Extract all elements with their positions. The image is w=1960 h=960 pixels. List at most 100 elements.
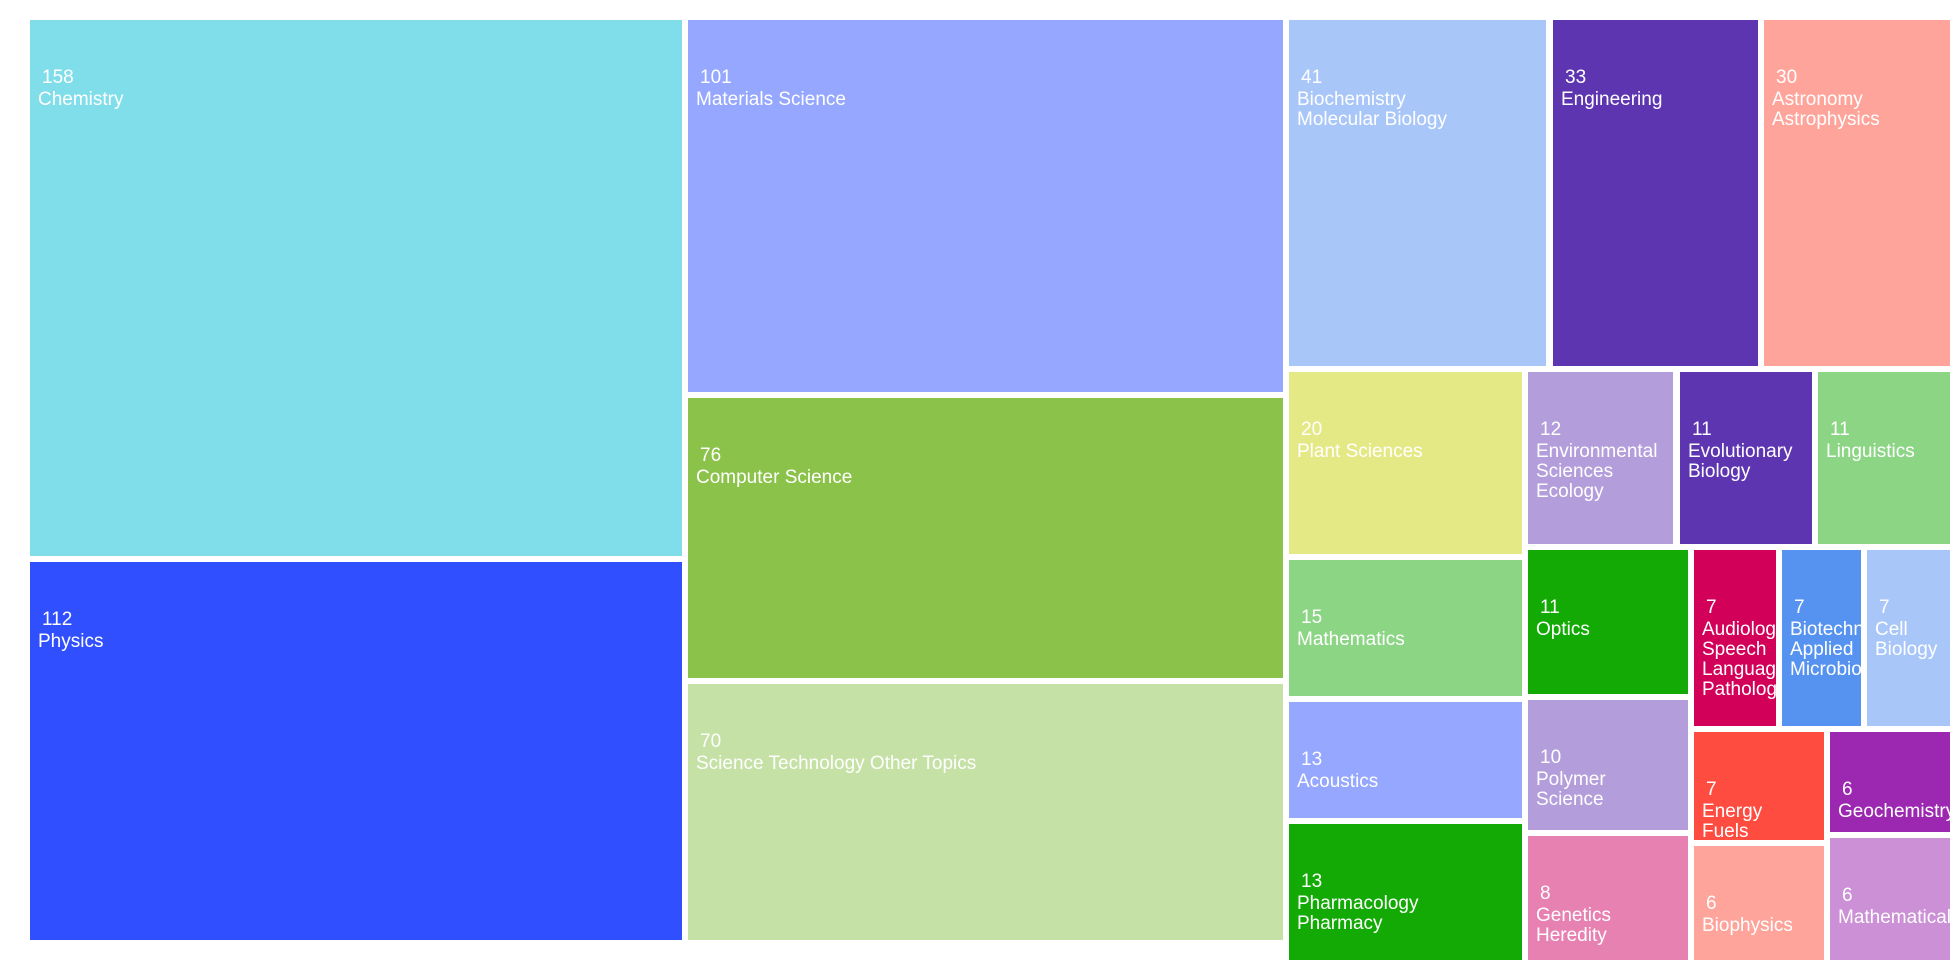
treemap-tile: 6 Biophysics (1694, 846, 1824, 960)
treemap-tile: 7Biotechnology Applied Microbiology (1782, 550, 1861, 726)
tile-value: 76 (700, 445, 722, 466)
treemap-tile: 41 Biochemistry Molecular Biology (1289, 20, 1546, 366)
treemap-tile: 11 Linguistics (1818, 372, 1950, 544)
tile-label: Mathematical (1838, 907, 1950, 928)
tile-value: 101 (700, 67, 732, 88)
tile-text: 30 Astronomy Astrophysics (1772, 68, 1950, 130)
tile-value: 11 (1692, 419, 1712, 440)
tile-value: 6 (1842, 779, 1853, 800)
tile-value: 33 (1565, 67, 1587, 88)
tile-value: 13 (1301, 871, 1323, 892)
tile-label: Biophysics (1702, 915, 1793, 936)
tile-label: Biotechnology Applied Microbiology (1790, 619, 1861, 680)
treemap-tile: 7 Cell Biology (1867, 550, 1950, 726)
tile-text: 70 Science Technology Other Topics (696, 732, 1283, 774)
treemap-tile: 12 Environmental Sciences Ecology (1528, 372, 1673, 544)
tile-value: 30 (1776, 67, 1798, 88)
tile-text: 112 Physics (38, 610, 682, 652)
tile-value: 70 (700, 731, 722, 752)
tile-text: 41 Biochemistry Molecular Biology (1297, 68, 1546, 130)
tile-label: Evolutionary Biology (1688, 441, 1793, 482)
treemap-tile: 15 Mathematics (1289, 560, 1522, 696)
tile-text: 13 Acoustics (1297, 750, 1522, 792)
tile-text: 6 Mathematical (1838, 886, 1950, 928)
treemap-tile: 76 Computer Science (688, 398, 1283, 678)
tile-label: Genetics Heredity (1536, 905, 1611, 946)
tile-label: Mathematics (1297, 629, 1405, 650)
tile-text: 13 Pharmacology Pharmacy (1297, 872, 1522, 934)
treemap-tile: 7Audiology Speech Language Pathology (1694, 550, 1776, 726)
tile-text: 7 Energy Fuels (1702, 779, 1824, 841)
treemap-tile: 112 Physics (30, 562, 682, 940)
tile-label: Optics (1536, 619, 1590, 640)
tile-value: 158 (42, 67, 74, 88)
tile-label: Physics (38, 631, 104, 652)
tile-value: 11 (1540, 597, 1560, 618)
tile-value: 20 (1301, 419, 1323, 440)
tile-label: Environmental Sciences Ecology (1536, 441, 1658, 502)
tile-label: Geochemistry (1838, 801, 1950, 822)
tile-text: 7 Cell Biology (1875, 598, 1950, 660)
tile-label: Computer Science (696, 467, 853, 488)
treemap-tile: 7 Energy Fuels (1694, 732, 1824, 840)
tile-label: Materials Science (696, 89, 846, 110)
treemap-tile: 101 Materials Science (688, 20, 1283, 392)
tile-text: 6 Biophysics (1702, 894, 1824, 936)
tile-value: 8 (1540, 883, 1551, 904)
treemap-tile: 6 Geochemistry (1830, 732, 1950, 832)
tile-value: 41 (1301, 67, 1323, 88)
treemap-tile: 158 Chemistry (30, 20, 682, 556)
tile-value: 7 (1794, 597, 1805, 618)
treemap-tile: 13 Pharmacology Pharmacy (1289, 824, 1522, 960)
tile-label: Acoustics (1297, 771, 1379, 792)
tile-value: 13 (1301, 749, 1323, 770)
tile-label: Polymer Science (1536, 769, 1606, 810)
tile-label: Cell Biology (1875, 619, 1938, 660)
treemap-tile: 30 Astronomy Astrophysics (1764, 20, 1950, 366)
treemap-tile: 70 Science Technology Other Topics (688, 684, 1283, 940)
treemap-tile: 11 Evolutionary Biology (1680, 372, 1812, 544)
tile-label: Science Technology Other Topics (696, 753, 977, 774)
treemap-tile: 8 Genetics Heredity (1528, 836, 1688, 960)
tile-text: 6 Geochemistry (1838, 780, 1950, 822)
tile-text: 11 Optics (1536, 598, 1688, 640)
tile-text: 11 Linguistics (1826, 420, 1950, 462)
tile-value: 15 (1301, 607, 1323, 628)
tile-text: 7Audiology Speech Language Pathology (1702, 598, 1776, 700)
treemap-tile: 6 Mathematical (1830, 838, 1950, 960)
tile-label: Plant Sciences (1297, 441, 1423, 462)
tile-label: Pharmacology Pharmacy (1297, 893, 1419, 934)
tile-value: 7 (1879, 597, 1890, 618)
tile-text: 11 Evolutionary Biology (1688, 420, 1812, 482)
tile-text: 7Biotechnology Applied Microbiology (1790, 598, 1861, 680)
treemap-tile: 33 Engineering (1553, 20, 1758, 366)
tile-label: Linguistics (1826, 441, 1915, 462)
tile-text: 101 Materials Science (696, 68, 1283, 110)
treemap-tile: 13 Acoustics (1289, 702, 1522, 818)
tile-label: Audiology Speech Language Pathology (1702, 619, 1776, 700)
tile-label: Energy Fuels (1702, 801, 1763, 841)
treemap-tile: 20 Plant Sciences (1289, 372, 1522, 554)
tile-value: 112 (42, 609, 73, 630)
tile-label: Astronomy Astrophysics (1772, 89, 1880, 130)
treemap-tile: 11 Optics (1528, 550, 1688, 694)
tile-value: 7 (1706, 597, 1717, 618)
tile-label: Engineering (1561, 89, 1663, 110)
tile-text: 158 Chemistry (38, 68, 682, 110)
tile-value: 11 (1830, 419, 1850, 440)
tile-value: 10 (1540, 747, 1562, 768)
treemap-tile: 10 Polymer Science (1528, 700, 1688, 830)
tile-text: 76 Computer Science (696, 446, 1283, 488)
tile-text: 12 Environmental Sciences Ecology (1536, 420, 1673, 502)
tile-text: 15 Mathematics (1297, 608, 1522, 650)
tile-value: 12 (1540, 419, 1562, 440)
tile-text: 10 Polymer Science (1536, 748, 1688, 810)
tile-label: Chemistry (38, 89, 124, 110)
tile-text: 20 Plant Sciences (1297, 420, 1522, 462)
tile-value: 7 (1706, 779, 1717, 800)
tile-text: 33 Engineering (1561, 68, 1758, 110)
tile-text: 8 Genetics Heredity (1536, 884, 1688, 946)
tile-label: Biochemistry Molecular Biology (1297, 89, 1447, 130)
tile-value: 6 (1706, 893, 1717, 914)
